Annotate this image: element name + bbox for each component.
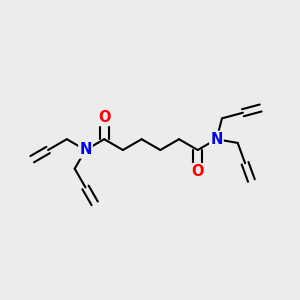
Text: N: N — [210, 132, 223, 147]
Text: O: O — [98, 110, 110, 125]
Text: N: N — [79, 142, 92, 158]
Text: O: O — [191, 164, 204, 179]
